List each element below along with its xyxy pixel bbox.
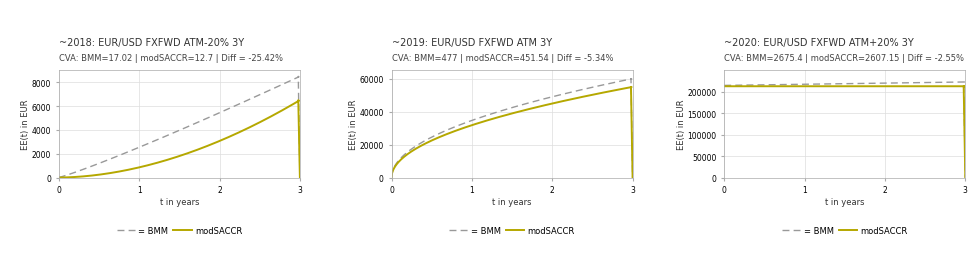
= BMM <box>196 119 208 122</box>
modSACCR <box>385 176 397 179</box>
Y-axis label: EE(t) in EUR: EE(t) in EUR <box>22 99 30 150</box>
Text: CVA: BMM=477 | modSACCR=451.54 | Diff = -5.34%: CVA: BMM=477 | modSACCR=451.54 | Diff = … <box>391 54 613 62</box>
modSACCR <box>873 85 885 88</box>
modSACCR <box>196 147 208 150</box>
modSACCR <box>288 103 300 106</box>
modSACCR <box>918 85 930 88</box>
= BMM <box>957 81 969 84</box>
= BMM <box>788 84 800 87</box>
= BMM <box>778 84 790 87</box>
= BMM <box>183 125 195 128</box>
Text: ~2018: EUR/USD FXFWD ATM-20% 3Y: ~2018: EUR/USD FXFWD ATM-20% 3Y <box>59 38 244 48</box>
modSACCR <box>625 86 637 89</box>
= BMM <box>292 75 304 78</box>
= BMM <box>169 131 180 134</box>
= BMM <box>959 176 971 179</box>
= BMM <box>918 82 930 85</box>
Legend: = BMM, modSACCR: = BMM, modSACCR <box>446 223 578 238</box>
Y-axis label: EE(t) in EUR: EE(t) in EUR <box>349 99 358 150</box>
modSACCR <box>778 85 790 88</box>
= BMM <box>516 104 528 107</box>
modSACCR <box>294 176 306 179</box>
modSACCR <box>292 99 304 102</box>
= BMM <box>621 79 633 82</box>
modSACCR <box>53 176 65 179</box>
= BMM <box>806 83 817 86</box>
modSACCR <box>529 107 541 110</box>
modSACCR <box>516 110 528 113</box>
modSACCR <box>876 85 888 88</box>
modSACCR <box>627 176 639 179</box>
Legend: = BMM, modSACCR: = BMM, modSACCR <box>114 223 245 238</box>
modSACCR <box>621 87 633 90</box>
modSACCR <box>718 85 730 88</box>
= BMM <box>500 108 512 112</box>
Line: = BMM: = BMM <box>59 77 300 178</box>
Legend: = BMM, modSACCR: = BMM, modSACCR <box>779 223 910 238</box>
modSACCR <box>806 85 817 88</box>
modSACCR <box>788 85 800 88</box>
= BMM <box>718 85 730 88</box>
= BMM <box>583 87 595 90</box>
modSACCR <box>959 176 971 179</box>
Text: CVA: BMM=17.02 | modSACCR=12.7 | Diff = -25.42%: CVA: BMM=17.02 | modSACCR=12.7 | Diff = … <box>59 54 283 62</box>
modSACCR <box>583 94 595 98</box>
modSACCR <box>168 157 179 160</box>
Text: CVA: BMM=2675.4 | modSACCR=2607.15 | Diff = -2.55%: CVA: BMM=2675.4 | modSACCR=2607.15 | Dif… <box>724 54 964 62</box>
= BMM <box>294 176 306 179</box>
X-axis label: t in years: t in years <box>492 197 532 206</box>
= BMM <box>873 82 885 85</box>
= BMM <box>625 78 637 81</box>
Line: modSACCR: modSACCR <box>391 88 633 178</box>
= BMM <box>288 78 300 81</box>
= BMM <box>529 100 541 103</box>
modSACCR <box>169 156 180 160</box>
= BMM <box>502 108 514 111</box>
= BMM <box>251 95 263 98</box>
modSACCR <box>502 114 514 117</box>
modSACCR <box>183 152 195 155</box>
Line: = BMM: = BMM <box>391 79 633 178</box>
X-axis label: t in years: t in years <box>825 197 864 206</box>
Text: ~2019: EUR/USD FXFWD ATM 3Y: ~2019: EUR/USD FXFWD ATM 3Y <box>391 38 552 48</box>
Text: ~2020: EUR/USD FXFWD ATM+20% 3Y: ~2020: EUR/USD FXFWD ATM+20% 3Y <box>724 38 914 48</box>
X-axis label: t in years: t in years <box>160 197 199 206</box>
= BMM <box>53 176 65 179</box>
= BMM <box>385 176 397 179</box>
Line: modSACCR: modSACCR <box>59 101 300 178</box>
= BMM <box>168 132 179 135</box>
modSACCR <box>251 123 263 126</box>
= BMM <box>627 176 639 179</box>
Line: modSACCR: modSACCR <box>724 87 965 178</box>
= BMM <box>876 82 888 85</box>
Y-axis label: EE(t) in EUR: EE(t) in EUR <box>677 99 686 150</box>
Line: = BMM: = BMM <box>724 83 965 178</box>
modSACCR <box>500 114 512 117</box>
